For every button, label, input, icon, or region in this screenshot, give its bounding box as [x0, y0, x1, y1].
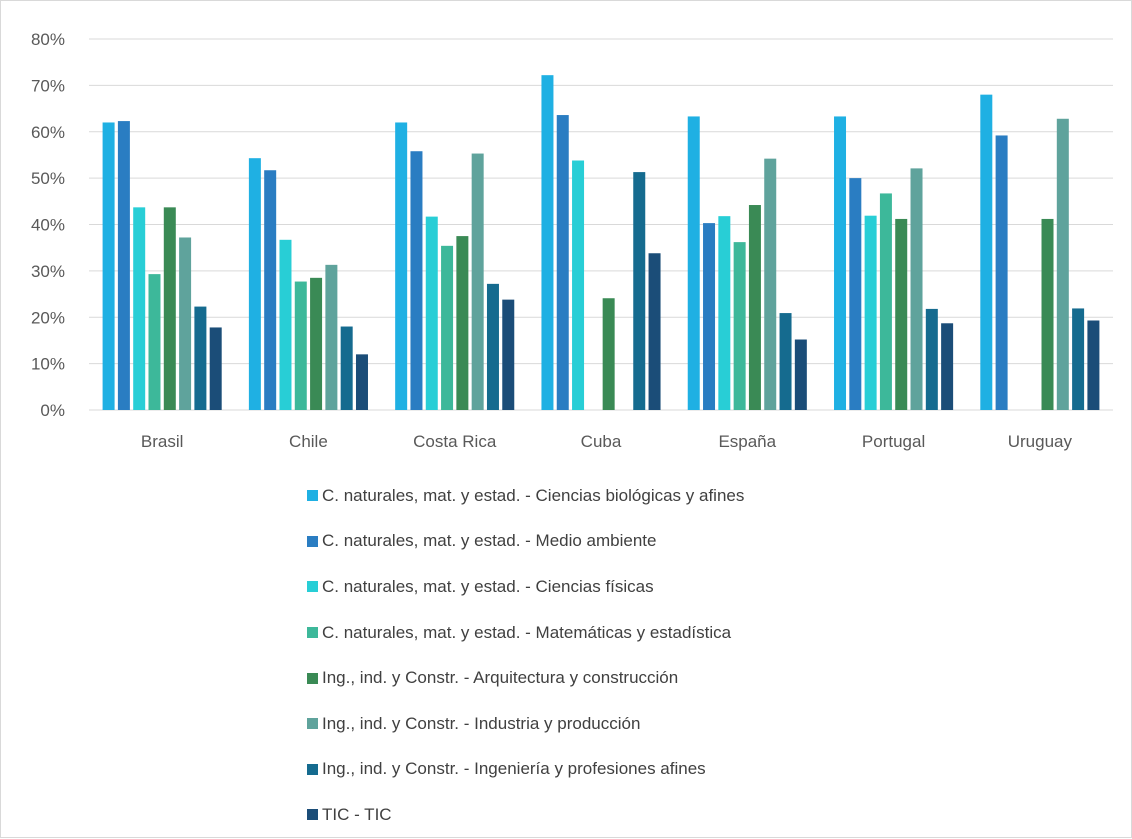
- legend-swatch: [307, 764, 318, 775]
- bar: [133, 207, 145, 410]
- legend-label: C. naturales, mat. y estad. - Medio ambi…: [322, 531, 657, 551]
- legend-swatch: [307, 581, 318, 592]
- bar: [557, 115, 569, 410]
- y-tick-label: 50%: [31, 169, 65, 188]
- bar: [341, 327, 353, 410]
- y-tick-label: 80%: [31, 30, 65, 49]
- bar: [572, 161, 584, 410]
- x-axis: Brasil Chile Costa Rica Cuba España Portugal U…: [141, 432, 1073, 451]
- bar: [895, 219, 907, 410]
- bar: [834, 116, 846, 410]
- gridlines: [89, 39, 1113, 410]
- legend-entry: C. naturales, mat. y estad. - Medio ambi…: [307, 519, 744, 565]
- legend-swatch: [307, 718, 318, 729]
- bar: [849, 178, 861, 410]
- legend-swatch: [307, 627, 318, 638]
- legend-entry: C. naturales, mat. y estad. - Matemática…: [307, 610, 744, 656]
- legend-swatch: [307, 673, 318, 684]
- bar: [926, 309, 938, 410]
- bar: [603, 298, 615, 410]
- legend-entry: C. naturales, mat. y estad. - Ciencias f…: [307, 564, 744, 610]
- bar: [410, 151, 422, 410]
- legend-entry: Ing., ind. y Constr. - Ingeniería y prof…: [307, 747, 744, 793]
- x-tick-label: Chile: [289, 432, 328, 451]
- bar: [795, 340, 807, 410]
- bar: [996, 135, 1008, 410]
- bar: [880, 193, 892, 410]
- bar: [118, 121, 130, 410]
- x-tick-label: España: [718, 432, 776, 451]
- bar: [703, 223, 715, 410]
- y-tick-label: 30%: [31, 262, 65, 281]
- bar: [356, 354, 368, 410]
- x-tick-label: Uruguay: [1008, 432, 1073, 451]
- y-tick-label: 10%: [31, 355, 65, 374]
- bar: [264, 170, 276, 410]
- legend-label: Ing., ind. y Constr. - Arquitectura y co…: [322, 668, 678, 688]
- legend-entry: Ing., ind. y Constr. - Industria y produ…: [307, 701, 744, 747]
- legend-swatch: [307, 809, 318, 820]
- bar: [780, 313, 792, 410]
- bar: [718, 216, 730, 410]
- y-tick-label: 70%: [31, 76, 65, 95]
- bar: [210, 327, 222, 410]
- bar: [279, 240, 291, 410]
- legend-entry: C. naturales, mat. y estad. - Ciencias b…: [307, 473, 744, 519]
- legend-label: Ing., ind. y Constr. - Industria y produ…: [322, 714, 640, 734]
- legend-swatch: [307, 490, 318, 501]
- bar: [194, 307, 206, 410]
- bar: [911, 168, 923, 410]
- legend-swatch: [307, 536, 318, 547]
- y-axis: 0% 10% 20% 30% 40% 50% 60% 70% 80%: [31, 30, 65, 420]
- x-tick-label: Portugal: [862, 432, 925, 451]
- bar: [103, 122, 115, 410]
- x-tick-label: Costa Rica: [413, 432, 497, 451]
- legend-entry: TIC - TIC: [307, 792, 744, 838]
- bar: [1087, 320, 1099, 410]
- bar: [865, 216, 877, 410]
- y-tick-label: 40%: [31, 216, 65, 235]
- bar: [295, 282, 307, 410]
- bar: [1042, 219, 1054, 410]
- y-tick-label: 60%: [31, 123, 65, 142]
- bar: [472, 154, 484, 410]
- bar: [649, 253, 661, 410]
- legend: C. naturales, mat. y estad. - Ciencias b…: [307, 473, 744, 838]
- bar: [633, 172, 645, 410]
- bar: [487, 284, 499, 410]
- bar: [688, 116, 700, 410]
- bar: [164, 207, 176, 410]
- legend-label: C. naturales, mat. y estad. - Ciencias f…: [322, 577, 654, 597]
- bar: [734, 242, 746, 410]
- bar: [395, 122, 407, 410]
- bar: [749, 205, 761, 410]
- x-tick-label: Cuba: [581, 432, 622, 451]
- legend-label: TIC - TIC: [322, 805, 392, 825]
- legend-label: Ing., ind. y Constr. - Ingeniería y prof…: [322, 759, 706, 779]
- bar: [310, 278, 322, 410]
- legend-entry: Ing., ind. y Constr. - Arquitectura y co…: [307, 655, 744, 701]
- bar: [249, 158, 261, 410]
- bar: [941, 323, 953, 410]
- bar: [1057, 119, 1069, 410]
- bar: [980, 95, 992, 410]
- legend-label: C. naturales, mat. y estad. - Matemática…: [322, 623, 731, 643]
- bar: [148, 274, 160, 410]
- bar: [456, 236, 468, 410]
- bar: [179, 237, 191, 410]
- y-tick-label: 20%: [31, 308, 65, 327]
- bar: [502, 300, 514, 410]
- y-tick-label: 0%: [40, 401, 65, 420]
- bar: [426, 217, 438, 410]
- bar: [1072, 308, 1084, 410]
- bars: [103, 75, 1100, 410]
- legend-label: C. naturales, mat. y estad. - Ciencias b…: [322, 486, 744, 506]
- bar: [441, 246, 453, 410]
- bar: [541, 75, 553, 410]
- bar: [764, 159, 776, 410]
- bar: [325, 265, 337, 410]
- x-tick-label: Brasil: [141, 432, 184, 451]
